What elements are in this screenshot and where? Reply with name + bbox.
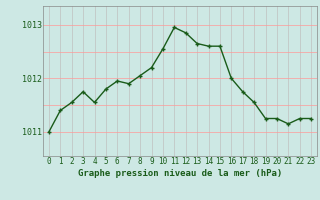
X-axis label: Graphe pression niveau de la mer (hPa): Graphe pression niveau de la mer (hPa) [78, 169, 282, 178]
